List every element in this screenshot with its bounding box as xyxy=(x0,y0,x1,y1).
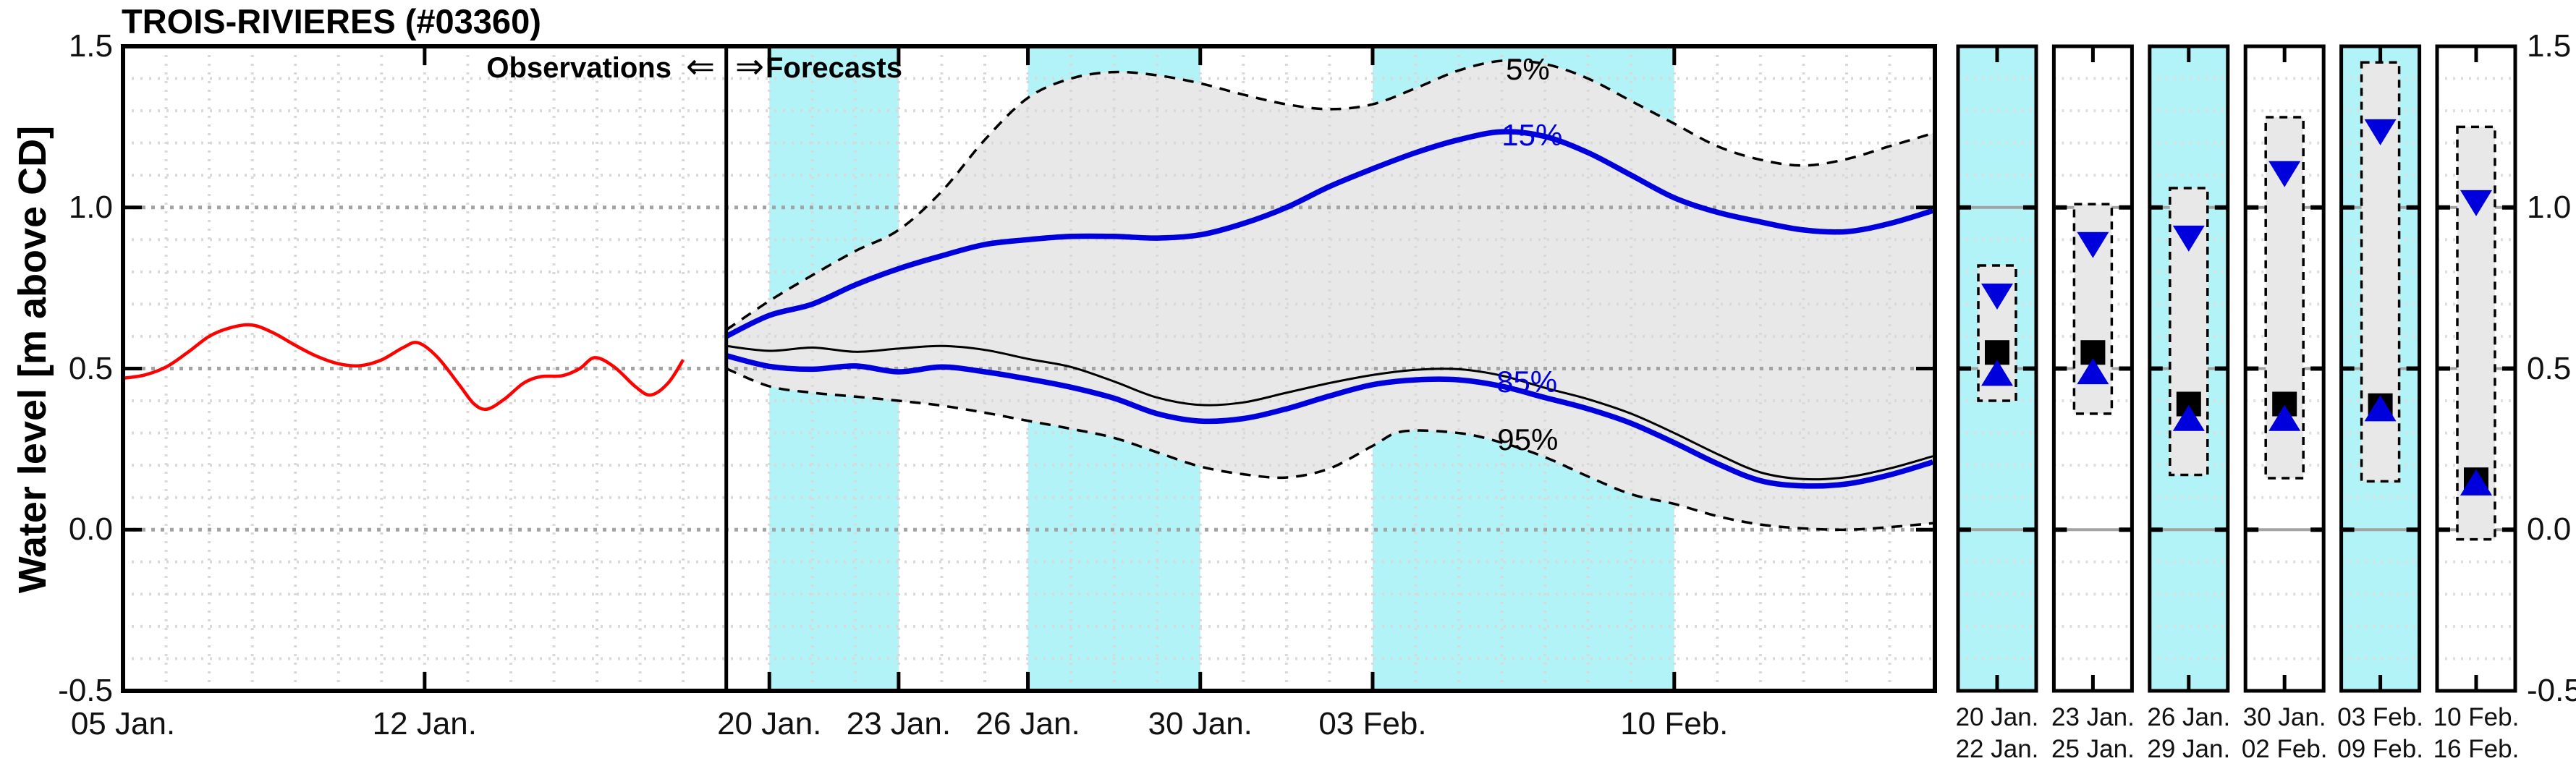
triangle-up-marker xyxy=(2460,469,2492,496)
observations-label: Observations xyxy=(486,52,671,84)
y-tick-label-right: 0.0 xyxy=(2527,511,2572,548)
panel-start-date-label: 10 Feb. xyxy=(2433,703,2520,731)
triangle-up-marker xyxy=(2077,358,2109,385)
percentile-curve-label: 15% xyxy=(1501,117,1563,152)
y-tick-label-right: -0.5 xyxy=(2527,673,2576,708)
triangle-up-marker xyxy=(1981,360,2013,386)
y-tick-label-left: 1.5 xyxy=(68,28,113,64)
panel-end-date-label: 02 Feb. xyxy=(2241,735,2328,761)
percentile-curve-label: 85% xyxy=(1496,365,1558,399)
x-tick-label: 12 Jan. xyxy=(372,706,478,741)
x-tick-label: 03 Feb. xyxy=(1318,706,1427,741)
right-double-arrow-icon: ⇒ xyxy=(734,48,765,86)
y-tick-label-left: 1.0 xyxy=(68,189,113,225)
forecast-summary-panel xyxy=(2051,44,2134,693)
triangle-up-marker xyxy=(2268,404,2301,431)
percentile-curve-label: 95% xyxy=(1497,422,1559,456)
panel-start-date-label: 20 Jan. xyxy=(1955,703,2039,731)
y-tick-label-right: 0.5 xyxy=(2527,350,2572,386)
x-tick-label: 30 Jan. xyxy=(1148,706,1253,741)
triangle-down-marker xyxy=(2268,161,2301,187)
panel-end-date-label: 09 Feb. xyxy=(2337,735,2423,761)
percentile-curve-label: 5% xyxy=(1505,52,1550,87)
panel-start-date-label: 23 Jan. xyxy=(2051,703,2135,731)
x-tick-label: 20 Jan. xyxy=(717,706,822,741)
y-tick-label-left: 0.5 xyxy=(68,350,113,386)
triangle-down-marker xyxy=(1981,284,2013,310)
x-tick-label: 05 Jan. xyxy=(70,706,176,741)
forecast-summary-panel xyxy=(2339,44,2422,693)
triangle-down-marker xyxy=(2077,231,2109,258)
triangle-down-marker xyxy=(2460,190,2492,216)
triangle-down-marker xyxy=(2172,225,2205,252)
panel-start-date-label: 03 Feb. xyxy=(2337,703,2423,731)
x-tick-label: 23 Jan. xyxy=(846,706,952,741)
left-double-arrow-icon: ⇐ xyxy=(685,48,716,86)
panel-end-date-label: 25 Jan. xyxy=(2051,735,2135,761)
page-title: TROIS-RIVIERES (#03360) xyxy=(122,2,541,41)
x-tick-label: 10 Feb. xyxy=(1620,706,1729,741)
triangle-down-marker xyxy=(2364,119,2397,145)
forecast-summary-panel xyxy=(2243,44,2326,693)
panel-end-date-label: 16 Feb. xyxy=(2433,735,2520,761)
y-tick-label-right: 1.0 xyxy=(2527,189,2572,225)
forecast-summary-panel xyxy=(2435,44,2517,693)
forecasts-label: Forecasts xyxy=(766,52,902,84)
x-tick-label: 26 Jan. xyxy=(975,706,1080,741)
y-tick-label-left: -0.5 xyxy=(58,673,113,708)
y-tick-label-left: 0.0 xyxy=(68,511,113,548)
panel-start-date-label: 26 Jan. xyxy=(2147,703,2231,731)
panel-end-date-label: 29 Jan. xyxy=(2147,735,2231,761)
y-tick-label-right: 1.5 xyxy=(2527,28,2572,64)
forecast-summary-panel xyxy=(1956,44,2038,693)
panel-start-date-label: 30 Jan. xyxy=(2242,703,2326,731)
forecast-summary-panel xyxy=(2148,44,2230,693)
triangle-up-marker xyxy=(2172,404,2205,431)
panel-end-date-label: 22 Jan. xyxy=(1955,735,2039,761)
triangle-up-marker xyxy=(2364,395,2397,422)
